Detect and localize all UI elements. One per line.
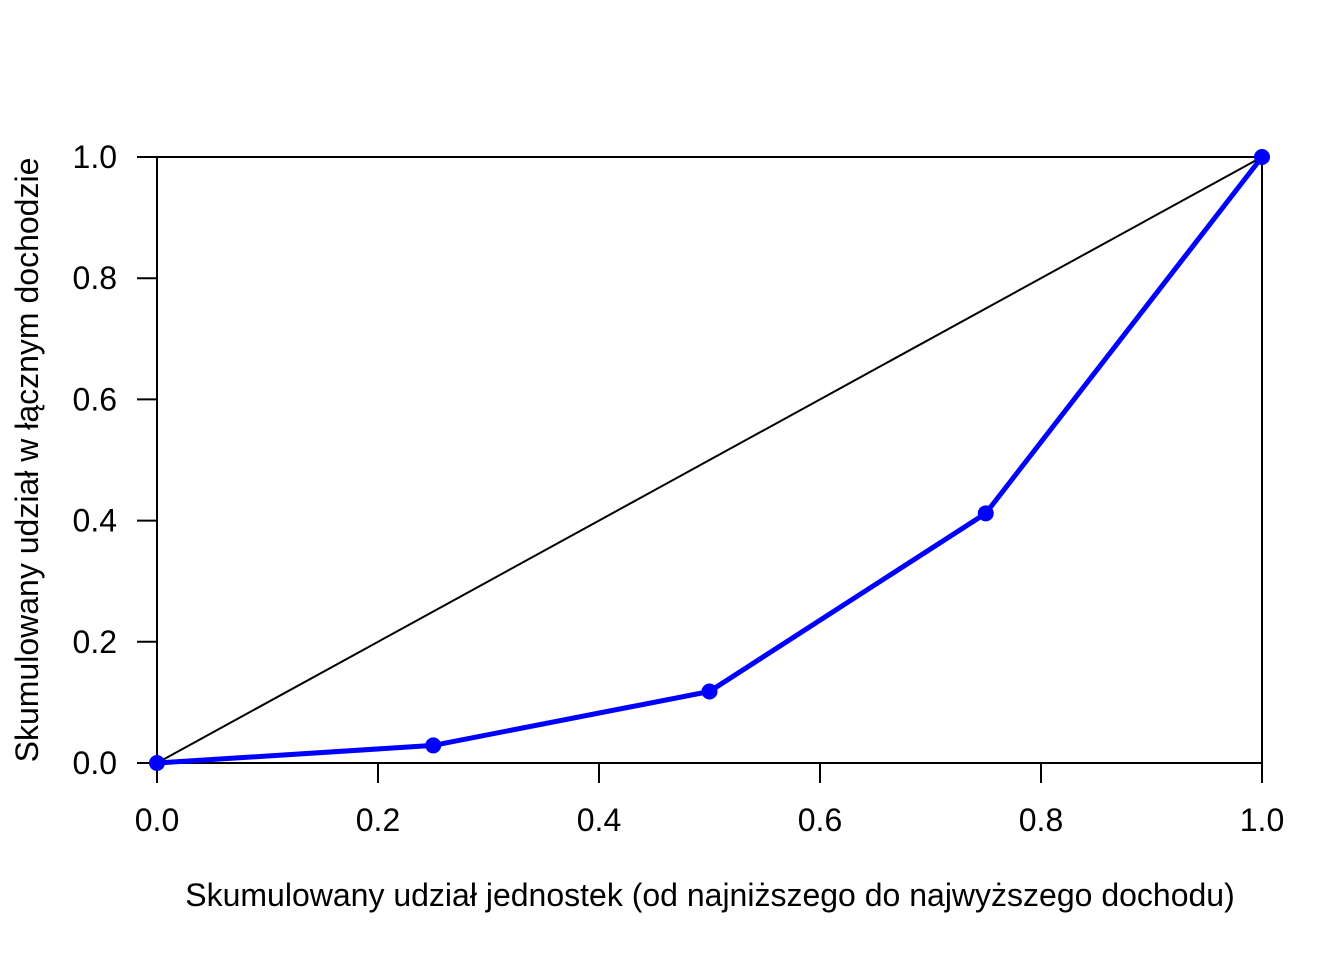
y-tick-label: 0.4 <box>73 503 117 539</box>
lorenz-curve-point <box>425 737 442 754</box>
y-tick-label: 0.0 <box>73 745 117 781</box>
x-tick-label: 0.0 <box>135 802 179 838</box>
y-tick-label: 0.8 <box>73 260 117 296</box>
y-tick-label: 0.2 <box>73 624 117 660</box>
y-tick-label: 0.6 <box>73 381 117 417</box>
plot-border <box>156 156 1263 764</box>
x-tick-label: 0.6 <box>798 802 842 838</box>
lorenz-curve-point <box>1254 149 1270 165</box>
x-tick-label: 0.2 <box>356 802 400 838</box>
x-axis-title: Skumulowany udział jednostek (od najniżs… <box>185 877 1235 913</box>
y-tick-label: 1.0 <box>73 139 117 175</box>
x-tick-label: 1.0 <box>1240 802 1284 838</box>
y-axis-title: Skumulowany udział w łącznym dochodzie <box>9 158 45 763</box>
lorenz-curve-point <box>977 505 994 522</box>
plot-layer: 0.0 0.2 0.4 0.6 0.8 1.0 0.0 0.2 0.4 0.6 0.8 1.0 <box>73 139 1285 838</box>
lorenz-curve-point <box>149 755 165 771</box>
equality-line-line <box>156 156 1263 764</box>
x-tick-label: 0.4 <box>577 802 621 838</box>
lorenz-curve-point <box>701 683 718 700</box>
x-tick-label: 0.8 <box>1019 802 1063 838</box>
